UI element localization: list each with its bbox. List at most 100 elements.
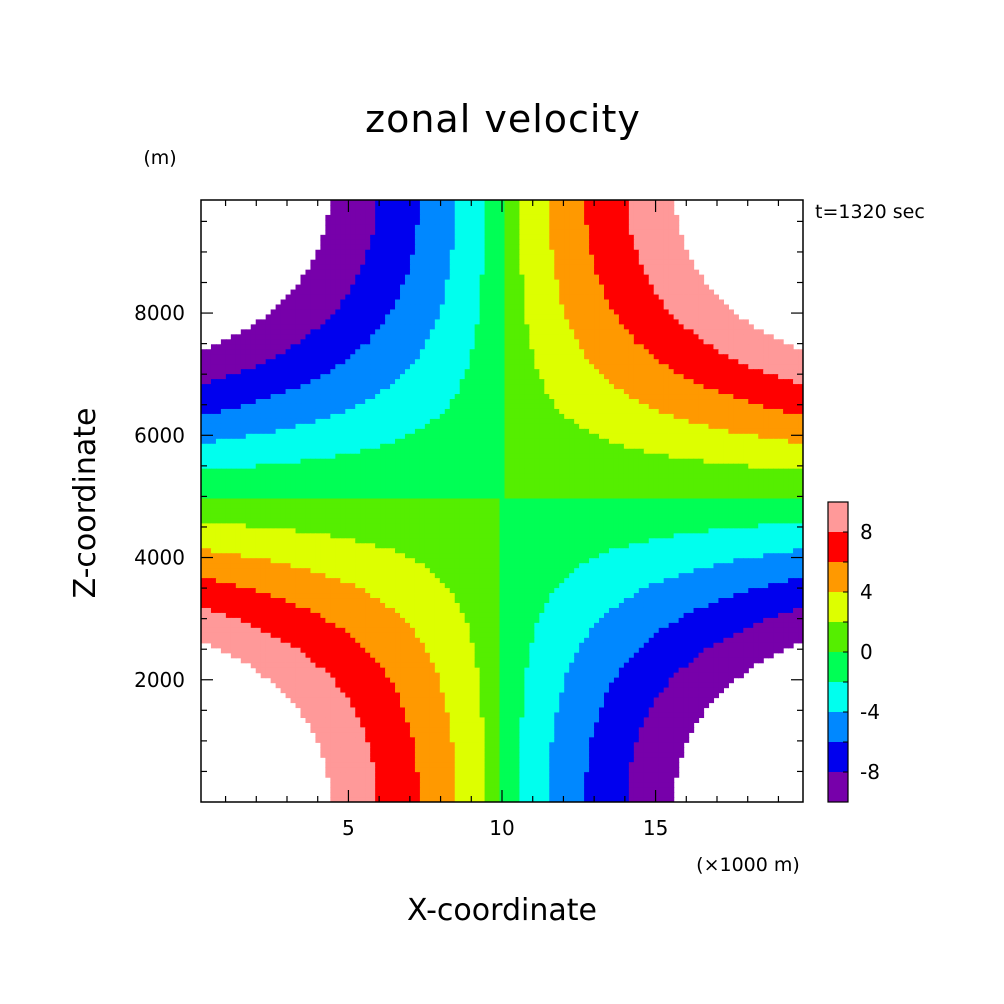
contour-cell	[524, 389, 530, 395]
contour-cell	[599, 443, 605, 450]
contour-cell	[748, 438, 754, 445]
contour-cell	[225, 423, 232, 430]
contour-cell	[454, 374, 461, 380]
contour-cell	[350, 443, 356, 450]
contour-cell	[544, 369, 550, 375]
contour-cell	[265, 344, 272, 350]
contour-cell	[599, 394, 605, 400]
contour-cell	[608, 428, 615, 435]
contour-cell	[479, 254, 486, 261]
contour-cell	[464, 200, 471, 206]
contour-cell	[489, 304, 496, 311]
contour-cell	[325, 418, 331, 425]
contour-cell	[290, 423, 297, 430]
contour-cell	[504, 209, 511, 216]
contour-cell	[345, 448, 351, 455]
contour-cell	[240, 399, 247, 405]
contour-cell	[375, 364, 381, 370]
contour-cell	[205, 349, 212, 355]
contour-cell	[459, 354, 466, 360]
contour-cell	[400, 369, 406, 375]
contour-cell	[474, 428, 481, 435]
contour-cell	[350, 349, 356, 355]
contour-cell	[569, 274, 575, 281]
contour-cell	[360, 389, 366, 395]
contour-cell	[628, 219, 635, 226]
contour-cell	[454, 314, 461, 321]
contour-cell	[201, 364, 207, 370]
contour-cell	[524, 249, 530, 256]
contour-cell	[628, 239, 635, 246]
contour-cell	[201, 369, 207, 375]
contour-cell	[658, 408, 665, 415]
contour-cell	[300, 403, 307, 410]
contour-cell	[395, 394, 401, 400]
contour-cell	[559, 314, 565, 321]
contour-cell	[574, 403, 580, 410]
contour-cell	[350, 379, 356, 385]
contour-cell	[514, 428, 521, 435]
contour-cell	[385, 214, 391, 221]
contour-cell	[275, 369, 282, 375]
contour-cell	[539, 289, 545, 296]
contour-cell	[375, 369, 381, 375]
contour-cell	[743, 364, 749, 370]
contour-cell	[464, 219, 471, 226]
contour-cell	[499, 374, 506, 380]
contour-cell	[414, 359, 421, 365]
contour-cell	[395, 304, 401, 311]
contour-cell	[235, 339, 242, 345]
contour-cell	[768, 394, 774, 400]
contour-cell	[270, 314, 277, 321]
contour-cell	[668, 433, 675, 440]
contour-cell	[733, 359, 739, 365]
contour-cell	[688, 294, 695, 301]
contour-cell	[305, 304, 312, 311]
contour-cell	[678, 408, 685, 415]
contour-cell	[703, 349, 710, 355]
contour-cell	[703, 423, 710, 430]
contour-cell	[340, 279, 346, 286]
contour-cell	[205, 403, 212, 410]
contour-cell	[489, 319, 496, 325]
contour-cell	[419, 319, 426, 325]
contour-cell	[524, 418, 530, 425]
contour-cell	[370, 294, 376, 301]
contour-cell	[255, 369, 262, 375]
contour-cell	[559, 418, 565, 425]
contour-cell	[673, 334, 680, 340]
contour-cell	[514, 329, 521, 335]
contour-cell	[603, 374, 610, 380]
contour-cell	[788, 394, 794, 400]
contour-cell	[370, 239, 376, 246]
contour-cell	[529, 309, 535, 316]
contour-cell	[763, 339, 769, 345]
contour-cell	[385, 379, 391, 385]
contour-cell	[424, 204, 431, 211]
contour-cell	[355, 448, 361, 455]
contour-cell	[280, 384, 287, 390]
contour-cell	[703, 319, 710, 325]
contour-cell	[768, 369, 774, 375]
contour-cell	[718, 329, 724, 335]
contour-cell	[569, 299, 575, 306]
contour-cell	[564, 209, 570, 216]
contour-cell	[653, 219, 660, 226]
contour-cell	[648, 209, 655, 216]
contour-cell	[255, 334, 262, 340]
contour-cell	[240, 438, 247, 445]
contour-cell	[574, 443, 580, 450]
contour-cell	[330, 339, 336, 345]
contour-cell	[400, 349, 406, 355]
contour-cell	[424, 339, 431, 345]
contour-cell	[738, 319, 744, 325]
contour-cell	[400, 299, 406, 306]
contour-cell	[544, 384, 550, 390]
contour-cell	[380, 269, 386, 276]
contour-cell	[479, 329, 486, 335]
contour-cell	[459, 403, 466, 410]
contour-cell	[409, 239, 416, 246]
contour-cell	[350, 403, 356, 410]
contour-cell	[574, 399, 580, 405]
contour-cell	[300, 274, 307, 281]
